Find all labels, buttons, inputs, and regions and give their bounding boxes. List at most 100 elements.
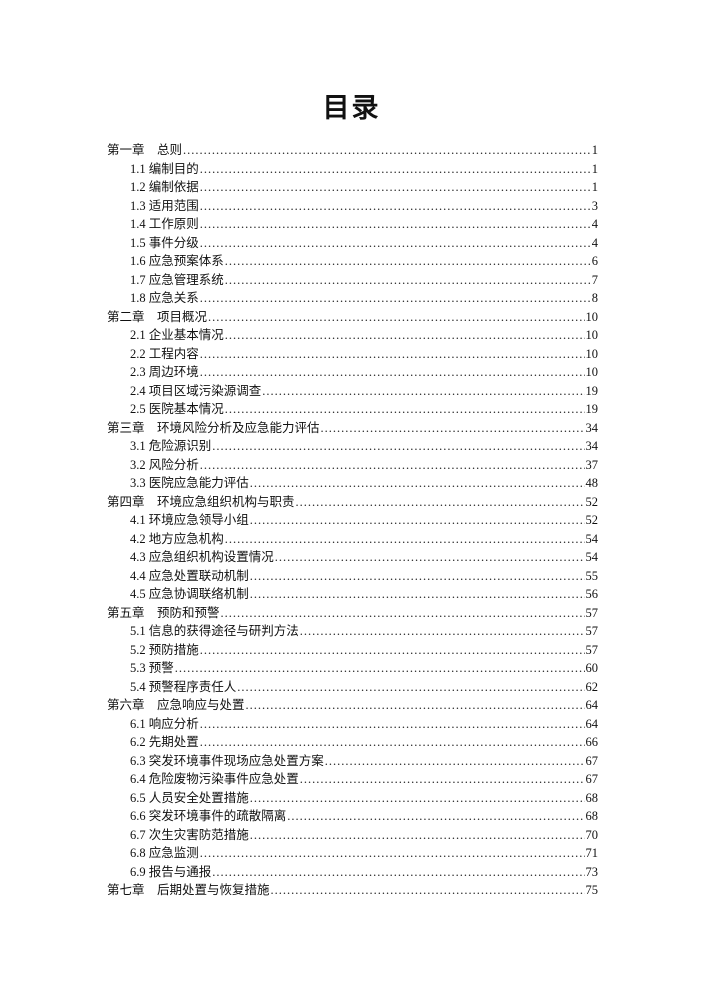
toc-section-entry[interactable]: 6.2 先期处置 66 [107, 733, 598, 752]
toc-entry-page-number: 56 [585, 587, 599, 601]
toc-entry-label: 4.4 应急处置联动机制 [130, 568, 249, 583]
toc-section-entry[interactable]: 2.4 项目区域污染源调查 19 [107, 382, 598, 401]
dot-leader [208, 308, 584, 327]
toc-entry-label: 6.7 次生灾害防范措施 [130, 827, 249, 842]
dot-leader [212, 437, 584, 456]
dot-leader [300, 622, 585, 641]
toc-section-entry[interactable]: 3.2 风险分析 37 [107, 456, 598, 475]
toc-chapter-entry[interactable]: 第七章 后期处置与恢复措施 75 [107, 881, 598, 900]
toc-entry-label: 6.6 突发环境事件的疏散隔离 [130, 809, 287, 823]
toc-entry-label: 1.5 事件分级 [130, 235, 199, 250]
toc-section-entry[interactable]: 2.3 周边环境 10 [107, 363, 598, 382]
dot-leader [200, 178, 591, 197]
dot-leader [200, 215, 591, 234]
toc-entry-page-number: 52 [585, 513, 599, 527]
dot-leader [200, 234, 591, 253]
toc-section-entry[interactable]: 4.3 应急组织机构设置情况 54 [107, 548, 598, 567]
toc-entry-page-number: 52 [585, 494, 599, 509]
toc-chapter-entry[interactable]: 第五章 预防和预警 57 [107, 604, 598, 623]
toc-section-entry[interactable]: 6.1 响应分析 64 [107, 715, 598, 734]
toc-section-entry[interactable]: 2.1 企业基本情况 10 [107, 326, 598, 345]
toc-entry-label: 第七章 后期处置与恢复措施 [107, 883, 270, 897]
toc-section-entry[interactable]: 6.4 危险废物污染事件应急处置 67 [107, 770, 598, 789]
toc-section-entry[interactable]: 3.1 危险源识别 34 [107, 437, 598, 456]
toc-entry-page-number: 10 [585, 328, 599, 342]
toc-chapter-entry[interactable]: 第二章 项目概况 10 [107, 308, 598, 327]
toc-chapter-entry[interactable]: 第四章 环境应急组织机构与职责 52 [107, 493, 598, 512]
dot-leader [200, 197, 591, 216]
toc-entry-label: 3.3 医院应急能力评估 [130, 476, 249, 490]
dot-leader [200, 844, 585, 863]
toc-entry-page-number: 1 [591, 180, 598, 194]
toc-section-entry[interactable]: 2.5 医院基本情况 19 [107, 400, 598, 419]
toc-entry-label: 1.1 编制目的 [130, 161, 199, 176]
toc-section-entry[interactable]: 4.2 地方应急机构 54 [107, 530, 598, 549]
toc-entry-page-number: 19 [585, 383, 599, 398]
toc-entry-label: 2.2 工程内容 [130, 346, 199, 361]
toc-entry-label: 2.1 企业基本情况 [130, 328, 224, 342]
dot-leader [300, 770, 585, 789]
toc-entry-page-number: 55 [585, 568, 599, 583]
toc-section-entry[interactable]: 5.3 预警 60 [107, 659, 598, 678]
toc-entry-page-number: 4 [591, 217, 598, 231]
toc-entry-page-number: 57 [585, 642, 599, 657]
dot-leader [237, 678, 584, 697]
toc-entry-page-number: 67 [585, 772, 599, 786]
dot-leader [287, 807, 584, 826]
toc-section-entry[interactable]: 1.2 编制依据 1 [107, 178, 598, 197]
toc-section-entry[interactable]: 6.3 突发环境事件现场应急处置方案 67 [107, 752, 598, 771]
toc-entry-page-number: 66 [585, 735, 599, 749]
toc-section-entry[interactable]: 6.6 突发环境事件的疏散隔离 68 [107, 807, 598, 826]
toc-section-entry[interactable]: 1.6 应急预案体系 6 [107, 252, 598, 271]
toc-entry-page-number: 34 [585, 420, 599, 435]
toc-entry-page-number: 64 [585, 698, 599, 712]
toc-entry-page-number: 48 [585, 476, 599, 490]
toc-section-entry[interactable]: 5.4 预警程序责任人 62 [107, 678, 598, 697]
toc-entry-label: 6.1 响应分析 [130, 716, 199, 731]
dot-leader [212, 863, 584, 882]
toc-entry-page-number: 19 [585, 402, 599, 416]
toc-entry-label: 6.3 突发环境事件现场应急处置方案 [130, 753, 324, 768]
dot-leader [200, 456, 585, 475]
toc-section-entry[interactable]: 3.3 医院应急能力评估 48 [107, 474, 598, 493]
dot-leader [175, 659, 585, 678]
dot-leader [200, 289, 591, 308]
toc-section-entry[interactable]: 5.1 信息的获得途径与研判方法 57 [107, 622, 598, 641]
toc-entry-page-number: 57 [585, 624, 599, 638]
toc-entry-label: 3.1 危险源识别 [130, 439, 212, 453]
toc-section-entry[interactable]: 6.8 应急监测 71 [107, 844, 598, 863]
toc-section-entry[interactable]: 1.7 应急管理系统 7 [107, 271, 598, 290]
toc-entry-page-number: 10 [585, 346, 599, 361]
toc-section-entry[interactable]: 1.3 适用范围 3 [107, 197, 598, 216]
dot-leader [296, 493, 585, 512]
toc-section-entry[interactable]: 6.5 人员安全处置措施 68 [107, 789, 598, 808]
toc-section-entry[interactable]: 1.8 应急关系 8 [107, 289, 598, 308]
toc-entry-page-number: 73 [585, 864, 599, 879]
toc-section-entry[interactable]: 4.5 应急协调联络机制 56 [107, 585, 598, 604]
toc-entry-page-number: 68 [585, 809, 599, 823]
toc-entry-label: 3.2 风险分析 [130, 457, 199, 472]
toc-entry-label: 6.8 应急监测 [130, 846, 199, 860]
dot-leader [200, 363, 585, 382]
toc-section-entry[interactable]: 2.2 工程内容 10 [107, 345, 598, 364]
toc-section-entry[interactable]: 4.4 应急处置联动机制 55 [107, 567, 598, 586]
dot-leader [200, 160, 591, 179]
toc-entry-label: 6.5 人员安全处置措施 [130, 790, 249, 805]
toc-section-entry[interactable]: 4.1 环境应急领导小组 52 [107, 511, 598, 530]
toc-section-entry[interactable]: 5.2 预防措施 57 [107, 641, 598, 660]
toc-entry-label: 1.3 适用范围 [130, 198, 199, 213]
toc-entry-page-number: 3 [591, 198, 598, 213]
toc-section-entry[interactable]: 6.9 报告与通报 73 [107, 863, 598, 882]
toc-entry-label: 4.2 地方应急机构 [130, 531, 224, 546]
toc-section-entry[interactable]: 6.7 次生灾害防范措施 70 [107, 826, 598, 845]
toc-entry-page-number: 10 [585, 309, 599, 324]
dot-leader [275, 548, 585, 567]
dot-leader [250, 789, 585, 808]
toc-chapter-entry[interactable]: 第一章 总则 1 [107, 141, 598, 160]
toc-section-entry[interactable]: 1.1 编制目的 1 [107, 160, 598, 179]
toc-section-entry[interactable]: 1.4 工作原则 4 [107, 215, 598, 234]
toc-chapter-entry[interactable]: 第三章 环境风险分析及应急能力评估 34 [107, 419, 598, 438]
toc-entry-page-number: 57 [585, 605, 599, 620]
toc-section-entry[interactable]: 1.5 事件分级 4 [107, 234, 598, 253]
toc-chapter-entry[interactable]: 第六章 应急响应与处置 64 [107, 696, 598, 715]
